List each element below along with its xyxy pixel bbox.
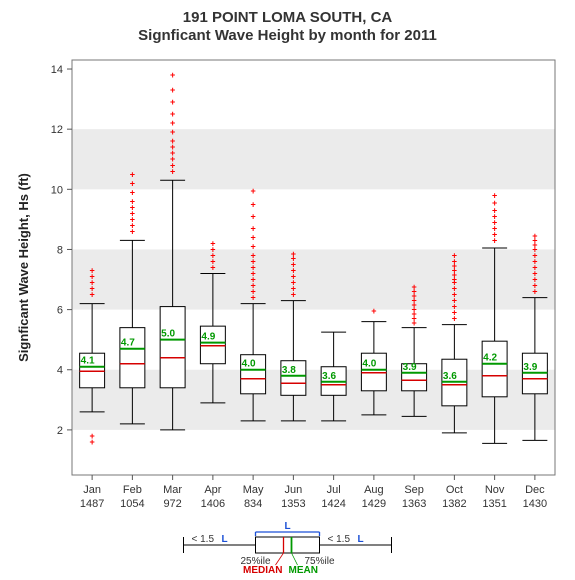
category-count: 1363 (402, 498, 426, 510)
outlier-marker: + (291, 249, 296, 259)
outlier-marker: + (250, 250, 255, 260)
outlier-marker: + (170, 136, 175, 146)
category-label: Sep (404, 484, 424, 496)
mean-value-label: 4.1 (81, 356, 95, 367)
box (482, 341, 507, 397)
category-count: 1382 (442, 498, 466, 510)
grid-band (72, 249, 555, 309)
y-tick-label: 10 (51, 184, 63, 196)
category-label: Dec (525, 484, 545, 496)
category-count: 1429 (362, 498, 386, 510)
outlier-marker: + (250, 186, 255, 196)
y-tick-label: 14 (51, 64, 63, 76)
outlier-marker: + (250, 241, 255, 251)
category-label: Mar (163, 484, 182, 496)
legend-mean-label: MEAN (289, 565, 318, 576)
boxplot-chart: { "title1": "191 POINT LOMA SOUTH, CA", … (0, 0, 575, 580)
outlier-marker: + (130, 178, 135, 188)
y-tick-label: 6 (57, 305, 63, 317)
y-tick-label: 4 (57, 365, 63, 377)
outlier-marker: + (170, 85, 175, 95)
outlier-marker: + (250, 223, 255, 233)
chart-title-1: 191 POINT LOMA SOUTH, CA (183, 9, 393, 26)
mean-value-label: 4.2 (483, 353, 497, 364)
mean-value-label: 3.9 (523, 362, 537, 373)
legend-box (256, 537, 320, 553)
outlier-marker: + (452, 250, 457, 260)
outlier-marker: + (130, 187, 135, 197)
outlier-marker: + (130, 169, 135, 179)
outlier-marker: + (170, 70, 175, 80)
outlier-marker: + (170, 127, 175, 137)
svg-text:L: L (358, 534, 364, 545)
legend-factor-right: < 1.5 (328, 534, 351, 545)
category-label: May (243, 484, 264, 496)
mean-value-label: 4.9 (201, 332, 215, 343)
category-count: 1054 (120, 498, 144, 510)
mean-value-label: 3.9 (403, 362, 417, 373)
category-count: 1487 (80, 498, 104, 510)
category-count: 1351 (482, 498, 506, 510)
chart-svg: 2 4 6 8 10 12 14 Signficant Wave Height, Hs (ft… (0, 0, 575, 580)
mean-value-label: 4.7 (121, 338, 135, 349)
legend-factor-left: < 1.5 (192, 534, 215, 545)
category-label: Apr (204, 484, 221, 496)
mean-value-label: 4.0 (362, 359, 376, 370)
outlier-marker: + (371, 306, 376, 316)
legend-L: L (284, 521, 290, 532)
mean-value-label: 3.6 (322, 371, 336, 382)
outlier-marker: + (130, 196, 135, 206)
outlier-marker: + (170, 109, 175, 119)
y-tick-label: 12 (51, 124, 63, 136)
category-count: 834 (244, 498, 262, 510)
outlier-marker: + (411, 282, 416, 292)
category-label: Nov (485, 484, 505, 496)
category-label: Feb (123, 484, 142, 496)
category-count: 972 (163, 498, 181, 510)
category-label: Oct (446, 484, 463, 496)
category-label: Jun (285, 484, 303, 496)
outlier-marker: + (170, 97, 175, 107)
category-label: Aug (364, 484, 384, 496)
outlier-marker: + (250, 232, 255, 242)
svg-text:L: L (222, 534, 228, 545)
category-label: Jan (83, 484, 101, 496)
y-tick-label: 8 (57, 244, 63, 256)
category-count: 1406 (201, 498, 225, 510)
y-tick-label: 2 (57, 425, 63, 437)
y-axis-label: Signficant Wave Height, Hs (ft) (16, 173, 31, 362)
mean-value-label: 5.0 (161, 329, 175, 340)
category-count: 1430 (523, 498, 547, 510)
outlier-marker: + (170, 118, 175, 128)
outlier-marker: + (250, 211, 255, 221)
outlier-marker: + (532, 231, 537, 241)
outlier-marker: + (89, 437, 94, 447)
legend-median-label: MEDIAN (243, 565, 282, 576)
outlier-marker: + (210, 238, 215, 248)
outlier-marker: + (89, 266, 94, 276)
box (160, 307, 185, 388)
box (120, 328, 145, 388)
outlier-marker: + (492, 190, 497, 200)
chart-title-2: Signficant Wave Height by month for 2011 (138, 27, 437, 44)
mean-value-label: 3.8 (282, 365, 296, 376)
category-count: 1353 (281, 498, 305, 510)
outlier-marker: + (250, 199, 255, 209)
grid-band (72, 129, 555, 189)
category-count: 1424 (321, 498, 345, 510)
mean-value-label: 3.6 (443, 371, 457, 382)
mean-value-label: 4.0 (242, 359, 256, 370)
category-label: Jul (327, 484, 341, 496)
